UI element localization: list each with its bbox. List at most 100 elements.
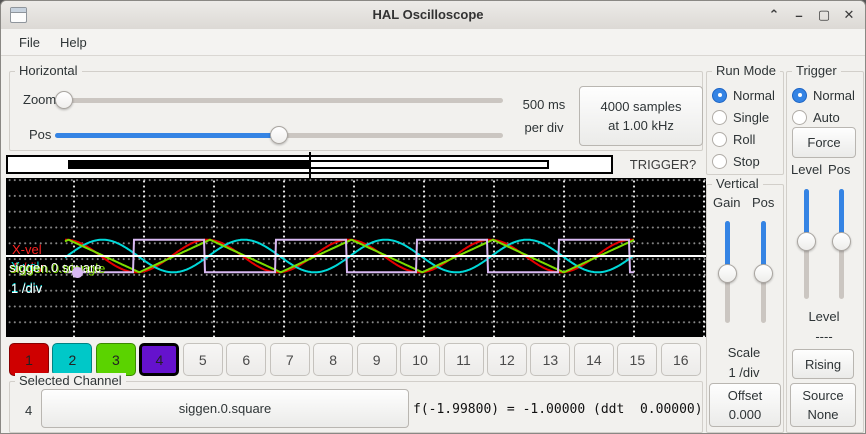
run-mode-group-label: Run Mode bbox=[712, 63, 780, 78]
window-title: HAL Oscilloscope bbox=[372, 7, 484, 22]
run-mode-group: Run Mode bbox=[706, 63, 784, 175]
radio-option-roll[interactable]: Roll bbox=[712, 129, 755, 149]
horizontal-pos-slider[interactable] bbox=[55, 126, 503, 144]
channel-button-6[interactable]: 6 bbox=[226, 343, 267, 376]
menu-help[interactable]: Help bbox=[59, 34, 87, 50]
zoom-slider-handle[interactable] bbox=[55, 91, 73, 109]
scope-label: siggen.0.square bbox=[9, 260, 102, 275]
gain-slider[interactable] bbox=[718, 221, 738, 323]
scope-label: X-vel bbox=[12, 242, 42, 257]
titlebar[interactable]: HAL Oscilloscope ⌃ – ▢ ✕ bbox=[1, 1, 865, 30]
trigger-source-caption: Source bbox=[802, 388, 844, 403]
time-per-div-readout: 500 ms per div bbox=[513, 93, 575, 139]
channel-button-12[interactable]: 12 bbox=[486, 343, 527, 376]
vertical-pos-slider[interactable] bbox=[754, 221, 774, 323]
trigger-pos-slider[interactable] bbox=[832, 189, 852, 299]
trigger-source-value: None bbox=[807, 407, 839, 422]
gain-col-label: Gain bbox=[713, 195, 741, 210]
radio-icon[interactable] bbox=[712, 153, 727, 169]
channel-button-11[interactable]: 11 bbox=[443, 343, 484, 376]
trigger-level-caption: Level bbox=[808, 309, 840, 324]
vertical-pos-col-label: Pos bbox=[752, 195, 775, 210]
vertical-group-label: Vertical bbox=[712, 176, 763, 191]
selected-channel-name: siggen.0.square bbox=[178, 401, 272, 416]
channel-button-2[interactable]: 2 bbox=[52, 343, 93, 376]
trigger-level-slider-handle[interactable] bbox=[797, 231, 816, 251]
radio-icon[interactable] bbox=[792, 109, 807, 125]
radio-icon[interactable] bbox=[712, 131, 727, 147]
record-remaining-segment bbox=[308, 160, 550, 169]
record-position-cursor[interactable] bbox=[308, 152, 311, 179]
radio-label: Single bbox=[733, 109, 770, 125]
scope-label: Y-vel bbox=[11, 259, 40, 274]
selected-channel-marker-icon[interactable] bbox=[72, 267, 83, 278]
channel-button-5[interactable]: 5 bbox=[182, 343, 223, 376]
radio-icon[interactable] bbox=[712, 109, 727, 125]
channel-button-15[interactable]: 15 bbox=[617, 343, 658, 376]
vertical-pos-slider-handle[interactable] bbox=[754, 264, 773, 284]
trigger-edge-label: Rising bbox=[804, 356, 842, 372]
offset-button[interactable]: Offset 0.000 bbox=[709, 383, 781, 427]
radio-icon[interactable] bbox=[792, 87, 807, 103]
radio-option-auto[interactable]: Auto bbox=[792, 107, 840, 127]
trigger-status-label: TRIGGER? bbox=[629, 157, 697, 172]
scale-value: 1 /div bbox=[728, 365, 760, 380]
maximize-icon[interactable]: ▢ bbox=[817, 7, 831, 22]
channel-button-9[interactable]: 9 bbox=[356, 343, 397, 376]
selected-channel-number: 4 bbox=[25, 403, 33, 418]
menu-file[interactable]: File bbox=[19, 34, 40, 50]
record-view-bar bbox=[6, 152, 613, 179]
channel-button-10[interactable]: 10 bbox=[400, 343, 441, 376]
horizontal-group-label: Horizontal bbox=[15, 63, 82, 78]
time-per-div-value: 500 ms bbox=[522, 97, 566, 112]
trigger-group-label: Trigger bbox=[792, 63, 841, 78]
channel-value-readout: f(-1.99800) = -1.00000 (ddt 0.00000) bbox=[413, 402, 703, 417]
channel-button-3[interactable]: 3 bbox=[95, 343, 136, 376]
selected-channel-name-button[interactable]: siggen.0.square bbox=[41, 389, 409, 428]
radio-option-normal[interactable]: Normal bbox=[792, 85, 855, 105]
channel-button-4[interactable]: 4 bbox=[139, 343, 180, 376]
radio-option-stop[interactable]: Stop bbox=[712, 151, 760, 171]
trigger-level-slider[interactable] bbox=[797, 189, 817, 299]
channel-button-7[interactable]: 7 bbox=[269, 343, 310, 376]
channel-button-16[interactable]: 16 bbox=[660, 343, 701, 376]
samples-line1: 4000 samples bbox=[600, 99, 682, 114]
pos-label: Pos bbox=[29, 127, 52, 142]
minimize-icon[interactable]: – bbox=[795, 7, 803, 23]
scope-label: 1 /div bbox=[11, 280, 43, 295]
zoom-slider[interactable] bbox=[55, 91, 503, 109]
close-icon[interactable]: ✕ bbox=[843, 7, 855, 22]
force-button[interactable]: Force bbox=[792, 127, 856, 158]
trigger-edge-button[interactable]: Rising bbox=[792, 349, 854, 379]
horizontal-pos-slider-handle[interactable] bbox=[270, 126, 288, 144]
channel-button-13[interactable]: 13 bbox=[530, 343, 571, 376]
trigger-level-col-label: Level bbox=[791, 162, 823, 177]
radio-option-single[interactable]: Single bbox=[712, 107, 769, 127]
trigger-pos-slider-handle[interactable] bbox=[832, 231, 851, 251]
radio-icon[interactable] bbox=[712, 87, 727, 103]
horizontal-pos-slider-fill bbox=[55, 133, 279, 138]
vertical-group: Vertical bbox=[706, 176, 784, 433]
scope-display[interactable]: X-vel 1 /div Y-vel 1 /div siggen.0.triangle s… bbox=[6, 178, 706, 337]
channel-button-1[interactable]: 1 bbox=[9, 343, 49, 376]
radio-label: Stop bbox=[733, 153, 760, 169]
menubar: File Help bbox=[1, 29, 865, 56]
trigger-source-button[interactable]: Source None bbox=[790, 383, 856, 427]
gain-slider-handle[interactable] bbox=[718, 264, 737, 284]
shade-icon[interactable]: ⌃ bbox=[768, 7, 780, 22]
samples-button[interactable]: 4000 samples at 1.00 kHz bbox=[579, 86, 703, 146]
window-controls: ⌃ – ▢ ✕ bbox=[766, 1, 857, 29]
samples-line2: at 1.00 kHz bbox=[608, 118, 674, 133]
radio-option-normal[interactable]: Normal bbox=[712, 85, 775, 105]
trigger-pos-col-label: Pos bbox=[828, 162, 851, 177]
offset-caption: Offset bbox=[727, 388, 763, 403]
selected-channel-group-label: Selected Channel bbox=[15, 373, 126, 388]
zoom-label: Zoom bbox=[23, 92, 57, 107]
channel-button-14[interactable]: 14 bbox=[573, 343, 614, 376]
channel-button-8[interactable]: 8 bbox=[313, 343, 354, 376]
window-icon bbox=[10, 7, 27, 23]
scope-traces bbox=[6, 238, 706, 274]
trigger-group: Trigger bbox=[786, 63, 864, 433]
trigger-level-value: ---- bbox=[815, 329, 833, 344]
radio-label: Roll bbox=[733, 131, 756, 147]
